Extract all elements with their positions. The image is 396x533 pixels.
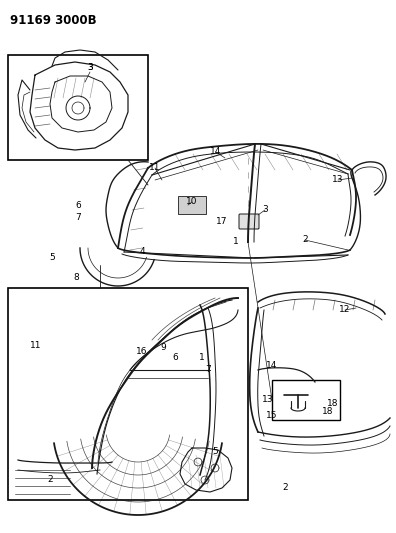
Bar [8,55,148,160]
Text: 6: 6 [172,353,178,362]
Text: 8: 8 [73,273,79,282]
Text: 2: 2 [282,483,288,492]
Text: 11: 11 [149,164,161,173]
Text: 1: 1 [199,353,205,362]
Bar [272,380,340,420]
Text: 18: 18 [326,399,338,408]
Text: 13: 13 [262,395,274,405]
Text: 2: 2 [302,236,308,245]
Text: 10: 10 [186,198,198,206]
Text: 14: 14 [210,148,222,157]
Text: 1: 1 [233,238,239,246]
Text: 3: 3 [87,62,93,71]
Text: 6: 6 [75,200,81,209]
Text: 13: 13 [332,175,344,184]
Bar [240,215,258,228]
Text: 16: 16 [136,348,148,357]
Text: 15: 15 [266,410,278,419]
Bar [8,288,248,500]
Text: 5: 5 [49,254,55,262]
Text: 17: 17 [216,217,228,227]
Text: 7: 7 [75,214,81,222]
Text: 14: 14 [267,360,278,369]
Text: 3: 3 [87,63,93,72]
Text: 12: 12 [339,305,351,314]
Text: 9: 9 [160,343,166,352]
Text: 5: 5 [212,448,218,456]
FancyBboxPatch shape [239,214,259,229]
Bar [178,196,206,214]
Text: 2: 2 [47,475,53,484]
Text: 3: 3 [262,206,268,214]
Text: 18: 18 [322,408,334,416]
Text: 4: 4 [139,247,145,256]
Text: 91169 3000B: 91169 3000B [10,14,97,27]
Text: 7: 7 [205,366,211,375]
Text: 11: 11 [30,341,42,350]
